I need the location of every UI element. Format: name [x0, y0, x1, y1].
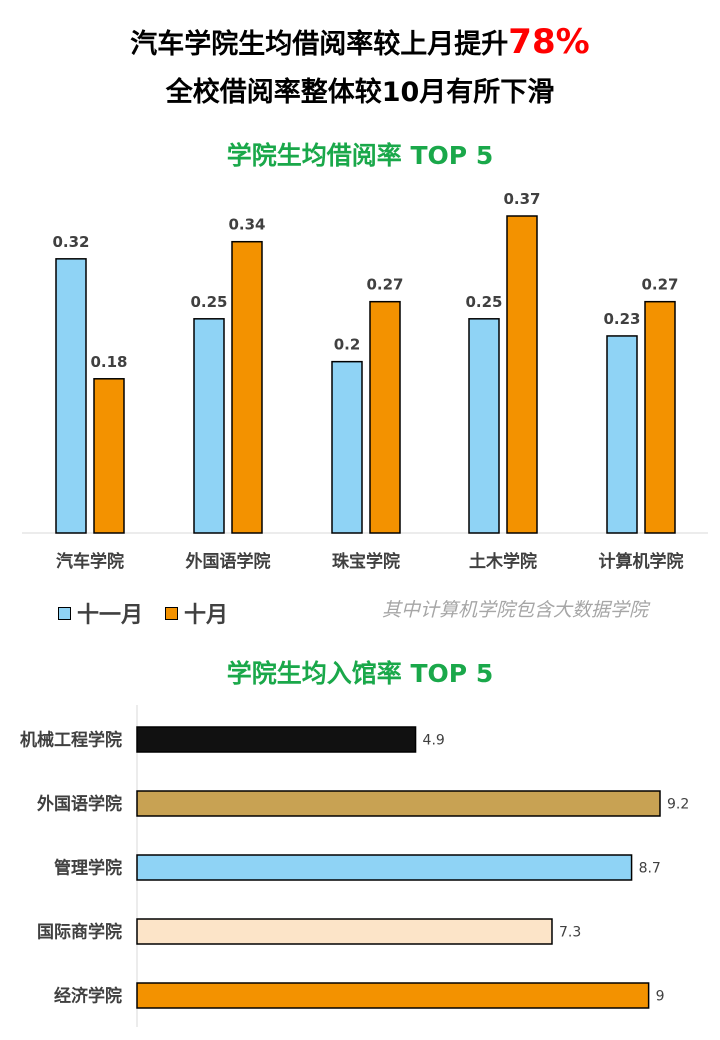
headline-line-2: 全校借阅率整体较10月有所下滑	[165, 77, 555, 108]
data-label: 0.2	[334, 336, 361, 354]
entry-rate-hbar-chart: 4.9 机械工程学院 9.2 外国语学院 8.7 管理学院 7.3 国际商学院 9 经济学院	[20, 705, 689, 1027]
bar-october	[369, 300, 401, 534]
category-label: 土木学院	[469, 551, 537, 572]
category-label: 外国语学院	[186, 551, 271, 572]
data-label: 0.34	[228, 216, 265, 234]
category-label: 外国语学院	[37, 794, 122, 815]
chart1-title: 学院生均借阅率 TOP 5	[226, 141, 494, 170]
category-label: 管理学院	[54, 858, 122, 879]
hbar	[136, 790, 661, 817]
data-label: 0.18	[90, 353, 127, 371]
data-label: 0.25	[465, 293, 502, 311]
bar-october	[506, 215, 538, 534]
category-label: 珠宝学院	[332, 551, 400, 572]
bar-november	[193, 318, 225, 534]
chart1-note: 其中计算机学院包含大数据学院	[382, 599, 649, 621]
category-label: 汽车学院	[56, 551, 124, 572]
category-label: 计算机学院	[599, 551, 684, 572]
data-label: 4.9	[423, 733, 445, 749]
headline-line-1: 汽车学院生均借阅率较上月提升78%	[0, 22, 720, 65]
hbar	[136, 726, 417, 753]
category-label: 机械工程学院	[20, 730, 122, 751]
data-label: 8.7	[639, 861, 661, 877]
legend-label-november: 十一月	[77, 603, 144, 628]
legend-label-october: 十月	[184, 603, 229, 628]
category-label: 国际商学院	[37, 922, 122, 943]
data-label: 0.23	[603, 310, 640, 328]
bar-october	[93, 378, 125, 534]
legend-swatch-november	[58, 606, 71, 620]
data-label: 0.27	[366, 276, 403, 294]
bar-november	[331, 360, 363, 534]
category-label: 经济学院	[54, 986, 122, 1007]
legend-item-october: 十月	[165, 597, 228, 629]
bar-november	[55, 258, 87, 534]
data-label: 7.3	[559, 925, 581, 941]
bar-october	[644, 300, 676, 534]
chart2-title: 学院生均入馆率 TOP 5	[226, 659, 494, 688]
data-label: 9.2	[667, 797, 689, 813]
data-label: 0.32	[52, 233, 89, 251]
data-label: 0.27	[641, 276, 678, 294]
data-label: 9	[656, 989, 665, 1005]
headline-text: 汽车学院生均借阅率较上月提升	[130, 29, 509, 60]
data-label: 0.25	[190, 293, 227, 311]
headline-highlight: 78%	[508, 22, 590, 62]
legend-item-november: 十一月	[58, 597, 143, 629]
hbar	[136, 918, 553, 945]
hbar	[136, 982, 650, 1009]
hbar	[136, 854, 633, 881]
bar-november	[468, 318, 500, 534]
borrow-rate-bar-chart: 0.32 0.18 汽车学院 0.25 0.34 外国语学院 0.2 0.27 珠宝学院 0.25…	[22, 190, 708, 572]
legend-swatch-october	[165, 606, 179, 620]
bar-october	[231, 240, 263, 534]
chart1-legend: 十一月 十月	[58, 597, 250, 629]
bar-november	[606, 335, 638, 534]
data-label: 0.37	[503, 190, 540, 208]
